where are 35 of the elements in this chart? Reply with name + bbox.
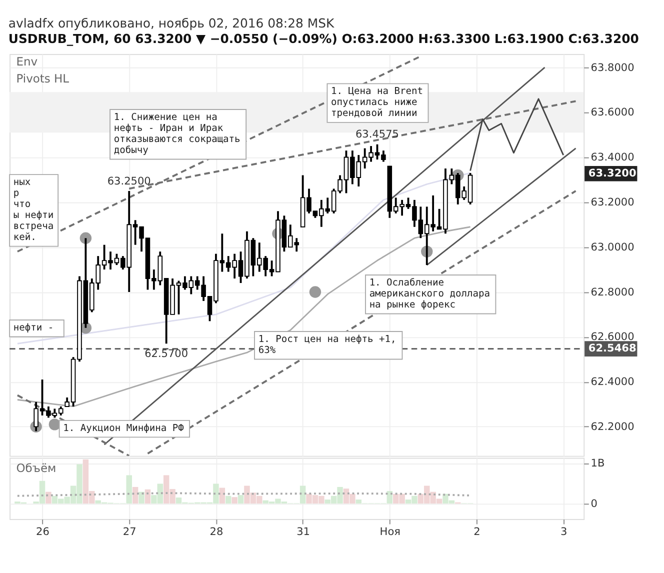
category-label: Ноя [380,526,400,538]
y-tick-label: 0 [590,498,598,510]
y-tick-label: 63.6000 [590,106,634,119]
category-label: 2 [474,526,480,538]
annotation: 1. Цена на Brent опустилась ниже трендовой линии [331,86,424,120]
y-tick-label: 62.4000 [590,376,634,388]
ref-line-label: 62.5468 [588,342,636,355]
annotation: 1. Рост цен на нефть +1, 63% [258,334,396,356]
y-tick-label: 63.4000 [590,152,634,164]
annotation: 63.2500 [107,175,151,188]
annotation: 1. Снижение цен на нефть - Иран и Ирак отказываются сокращать добычу [114,112,241,156]
annotation: Env [16,54,38,68]
category-label: 3 [560,526,568,538]
annotation: Объём [16,461,56,476]
text: 63.3200 [588,167,636,180]
chart-title: avladfx опубликовано, ноябрь 02, 2016 08:28 MSK [8,16,335,31]
y-tick-label: 1В [590,457,605,470]
y-tick-label: 62.6000 [590,331,634,344]
annotation: ных р что ы нефти встреча кей. [13,177,54,244]
category-label: 31 [296,526,310,538]
annotation: 62.5700 [144,348,188,360]
category-label: 27 [122,526,136,538]
y-tick-label: 63.8000 [590,62,634,74]
chart-subtitle: USDRUB_TOM, 60 63.3200 ▼ −0.0550 (−0.09%) O:63.2000 H:63.3300 L:63.1900 C:63.3200 [8,31,640,46]
annotation: 1. Аукцион Минфина РФ [63,422,184,434]
annotation: 1. Ослабление американского доллара на рынке форекс [369,278,490,311]
y-tick-label: 63.0000 [590,241,634,254]
y-tick-label: 63.2000 [590,196,634,209]
annotation: Pivots HL [16,72,70,86]
y-tick-label: 62.2000 [590,421,634,434]
category-label: 28 [210,526,224,538]
annotation: нефти - [13,322,54,334]
category-label: 26 [36,526,50,538]
y-tick-label: 62.8000 [590,286,634,298]
annotation: 63.4575 [355,128,399,141]
